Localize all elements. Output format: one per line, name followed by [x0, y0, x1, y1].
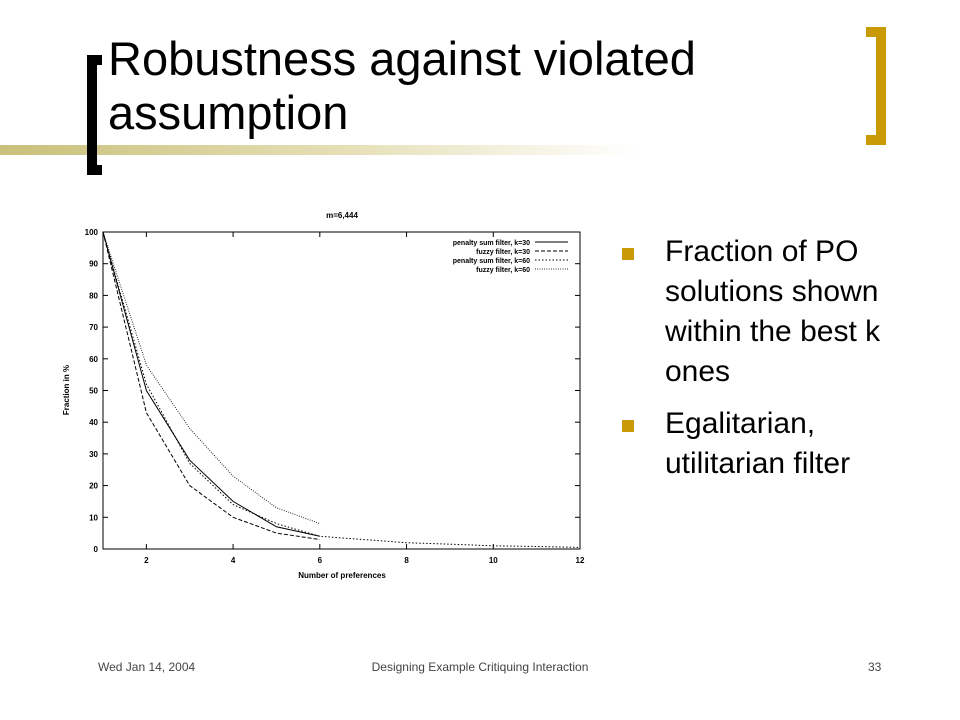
left-bracket-decoration [87, 55, 102, 175]
series-line-4 [102, 231, 320, 525]
y-tick-label: 90 [89, 260, 98, 269]
chart-title: m=6,444 [326, 211, 358, 220]
y-tick-label: 40 [89, 418, 98, 427]
x-tick-label: 2 [144, 556, 149, 565]
page-number: 33 [868, 660, 882, 674]
chart-legend: penalty sum filter, k=30 fuzzy filter, k=… [453, 240, 568, 274]
y-tick-label: 70 [89, 323, 98, 332]
x-tick-label: 10 [489, 556, 498, 565]
right-bracket-decoration [866, 27, 886, 145]
y-axis-label: Fraction in % [62, 365, 71, 415]
x-tick-label: 12 [576, 556, 585, 565]
fraction-line-chart: m=6,444 Number of preferences Fraction i… [62, 211, 585, 580]
y-tick-label: 10 [89, 513, 98, 522]
legend-label: penalty sum filter, k=60 [453, 258, 530, 265]
series-line-2 [102, 231, 320, 540]
legend-label: fuzzy filter, k=60 [476, 267, 530, 274]
bullet-list: Fraction of PO solutions shown within th… [620, 232, 940, 496]
bullet-item: Egalitarian, utilitarian filter [620, 404, 940, 484]
y-tick-label: 100 [85, 228, 99, 237]
y-tick-label: 0 [94, 545, 99, 554]
bullet-item: Fraction of PO solutions shown within th… [620, 232, 940, 392]
bullet-text: Fraction of PO solutions shown within th… [665, 235, 881, 388]
footer-date: Wed Jan 14, 2004 [98, 660, 196, 674]
footer-title: Designing Example Critiquing Interaction [371, 660, 589, 674]
y-tick-label: 30 [89, 450, 98, 459]
bullet-text: Egalitarian, utilitarian filter [665, 407, 851, 480]
y-tick-label: 50 [89, 387, 98, 396]
series-lines [102, 231, 581, 548]
series-line-1 [102, 231, 320, 537]
slide-title: Robustness against violated assumption [108, 32, 696, 139]
x-axis-label: Number of preferences [298, 571, 386, 580]
legend-label: penalty sum filter, k=30 [453, 240, 530, 247]
axis-ticks: 0 10 20 30 40 50 60 70 80 90 100 2 4 6 8 10 12 [85, 228, 585, 565]
bullet-square-icon [622, 420, 634, 432]
bullet-square-icon [622, 248, 634, 260]
x-tick-label: 6 [318, 556, 323, 565]
series-line-3 [102, 231, 581, 548]
x-tick-label: 4 [231, 556, 236, 565]
y-tick-label: 80 [89, 291, 98, 300]
title-underline-bar [0, 145, 640, 155]
legend-label: fuzzy filter, k=30 [476, 249, 530, 256]
y-tick-label: 20 [89, 482, 98, 491]
plot-frame [102, 231, 581, 550]
y-tick-label: 60 [89, 355, 98, 364]
x-tick-label: 8 [404, 556, 409, 565]
